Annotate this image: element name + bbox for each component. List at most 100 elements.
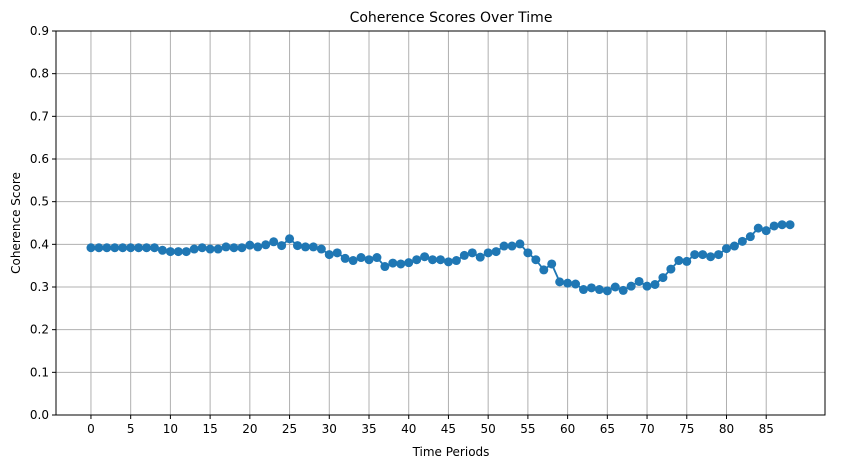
data-point: [682, 256, 692, 266]
data-point: [269, 237, 279, 247]
data-point: [356, 253, 366, 263]
data-point: [237, 243, 247, 253]
data-point: [285, 234, 295, 244]
data-point: [173, 247, 183, 257]
data-point: [134, 243, 144, 253]
data-point: [777, 220, 787, 230]
x-tick-label: 45: [441, 422, 456, 436]
data-point: [729, 241, 739, 251]
plot-area-frame: [55, 30, 826, 416]
x-tick-label: 15: [202, 422, 217, 436]
x-tick-label: 65: [600, 422, 615, 436]
x-tick-label: 40: [401, 422, 416, 436]
data-point: [594, 285, 604, 295]
x-tick-label: 10: [163, 422, 178, 436]
y-tick-label: 0.1: [30, 365, 49, 379]
data-point: [714, 250, 724, 260]
data-point: [436, 255, 445, 265]
y-tick-label: 0.6: [30, 152, 49, 166]
data-point: [150, 243, 160, 253]
data-point: [245, 240, 255, 250]
data-point: [706, 252, 716, 262]
data-points: [86, 220, 795, 296]
y-tick-label: 0.4: [30, 237, 49, 251]
data-point: [769, 221, 779, 231]
data-point: [539, 265, 549, 275]
x-tick-label: 55: [520, 422, 535, 436]
data-point: [658, 273, 668, 283]
data-point: [745, 232, 755, 242]
data-point: [459, 250, 469, 260]
y-tick-label: 0.9: [30, 24, 49, 38]
data-point: [690, 250, 700, 260]
data-point: [404, 258, 414, 268]
x-tick-label: 30: [322, 422, 337, 436]
data-point: [197, 243, 207, 253]
data-point: [324, 250, 334, 260]
y-tick-label: 0.2: [30, 323, 49, 337]
data-point: [110, 243, 120, 253]
x-tick-label: 60: [560, 422, 575, 436]
y-tick-label: 0.8: [30, 67, 49, 81]
data-point: [531, 255, 541, 265]
data-point: [372, 253, 382, 263]
grid-lines: [56, 30, 825, 416]
data-point: [761, 226, 771, 236]
data-point: [451, 256, 461, 266]
data-point: [157, 245, 167, 255]
data-point: [396, 259, 406, 269]
data-point: [698, 250, 708, 260]
data-point: [499, 241, 509, 251]
data-point: [221, 242, 231, 252]
data-point: [483, 248, 493, 258]
data-point: [467, 248, 477, 258]
data-point: [300, 242, 310, 252]
data-point: [308, 242, 318, 252]
data-point: [253, 242, 263, 252]
data-point: [189, 244, 199, 254]
x-tick-label: 80: [719, 422, 734, 436]
x-tick-label: 20: [242, 422, 257, 436]
data-point: [491, 247, 501, 257]
data-point: [94, 243, 104, 253]
data-point: [142, 243, 152, 253]
data-point: [515, 239, 525, 249]
x-tick-label: 5: [127, 422, 135, 436]
data-point: [666, 264, 676, 274]
data-point: [388, 258, 398, 268]
x-tick-label: 85: [759, 422, 774, 436]
data-point: [348, 256, 358, 266]
data-point: [650, 279, 660, 289]
data-point: [602, 286, 612, 296]
data-point: [102, 243, 112, 253]
data-point: [555, 277, 565, 287]
x-tick-label: 70: [639, 422, 654, 436]
data-point: [737, 236, 747, 246]
data-point: [316, 244, 326, 254]
data-point: [229, 243, 239, 253]
data-point: [634, 276, 644, 286]
data-point: [475, 252, 485, 262]
x-tick-label: 0: [87, 422, 95, 436]
data-point: [165, 247, 175, 257]
data-point: [753, 223, 763, 233]
data-point: [507, 241, 517, 251]
data-point: [126, 243, 136, 253]
data-point: [213, 244, 223, 254]
y-tick-label: 0.5: [30, 195, 49, 209]
data-point: [420, 252, 430, 262]
data-point: [674, 256, 684, 266]
x-tick-label: 75: [679, 422, 694, 436]
data-point: [340, 253, 350, 263]
data-point: [571, 279, 581, 289]
x-tick-label: 50: [481, 422, 496, 436]
data-point: [721, 244, 731, 254]
y-tick-label: 0.3: [30, 280, 49, 294]
axis-ticks: 0 5 10 15 20 25 30 35 40 45 50 55 60 65 70 75 80 85 0.0 0.1…: [30, 24, 774, 436]
data-point: [181, 247, 191, 257]
data-point: [523, 248, 533, 258]
data-point: [428, 255, 438, 265]
data-point: [547, 259, 557, 269]
